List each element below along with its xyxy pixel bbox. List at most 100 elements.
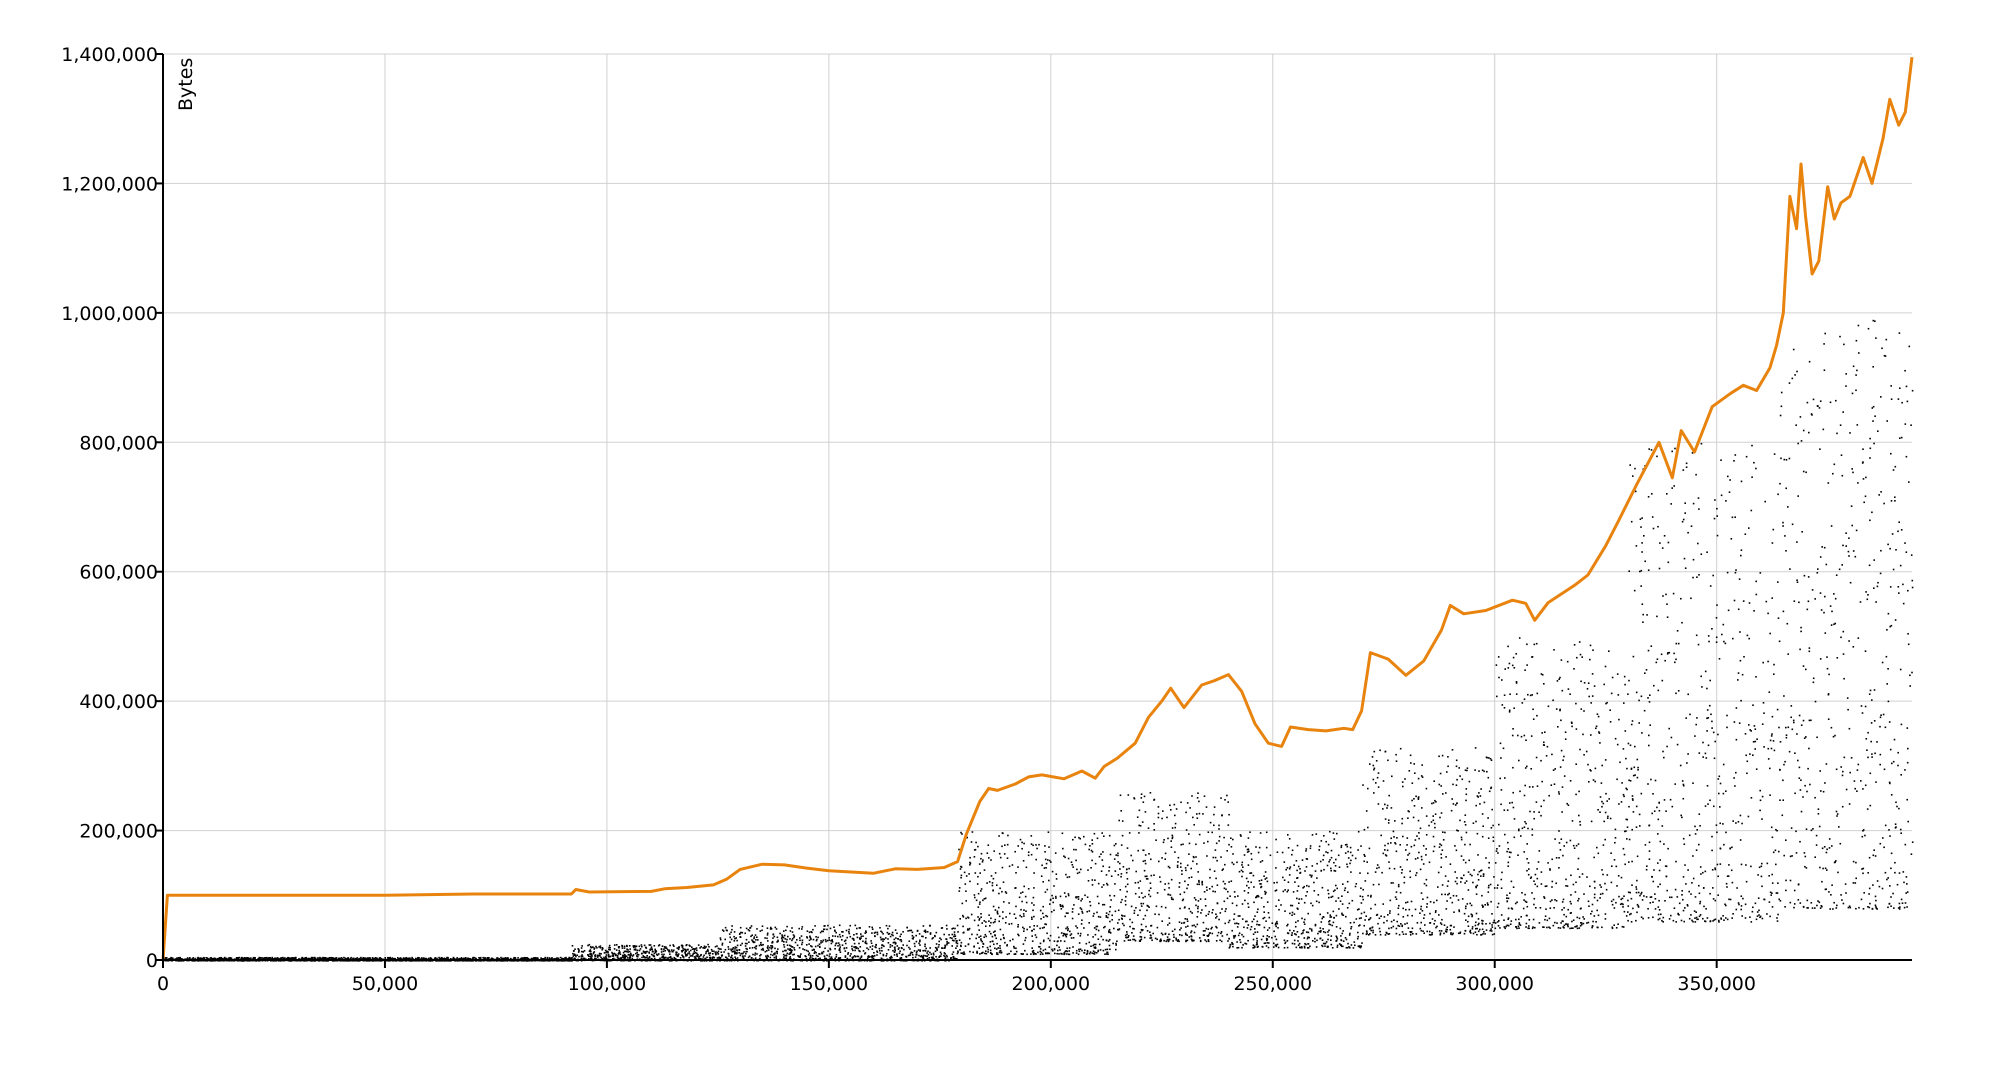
scatter-point xyxy=(891,931,894,934)
scatter-point xyxy=(1247,864,1250,866)
scatter-point xyxy=(708,954,711,956)
scatter-point xyxy=(551,957,553,959)
scatter-point xyxy=(1051,870,1054,873)
scatter-point xyxy=(1241,861,1244,864)
scatter-point xyxy=(1044,858,1047,861)
scatter-point xyxy=(811,949,814,951)
scatter-point xyxy=(1184,918,1187,920)
scatter-point xyxy=(1185,869,1187,872)
scatter-point xyxy=(1120,875,1122,878)
scatter-point xyxy=(1349,851,1352,854)
scatter-point xyxy=(980,852,983,855)
scatter-point xyxy=(935,948,938,950)
scatter-point xyxy=(605,956,607,958)
scatter-point xyxy=(651,948,653,951)
scatter-point xyxy=(914,956,917,958)
scatter-point xyxy=(1256,911,1259,913)
scatter-point xyxy=(1196,817,1199,819)
scatter-point xyxy=(1303,923,1306,925)
scatter-point xyxy=(1330,856,1333,859)
scatter-point xyxy=(1033,925,1035,927)
scatter-point xyxy=(1474,924,1477,927)
scatter-point xyxy=(909,948,911,950)
scatter-point xyxy=(727,952,730,955)
scatter-point xyxy=(1218,835,1221,838)
scatter-point xyxy=(1049,899,1052,901)
scatter-point xyxy=(1287,847,1290,849)
scatter-point xyxy=(1207,928,1210,930)
scatter-point xyxy=(1186,920,1189,922)
scatter-point xyxy=(1241,903,1244,905)
scatter-point xyxy=(954,935,957,937)
scatter-point xyxy=(824,938,827,941)
scatter-point xyxy=(606,950,608,953)
scatter-point xyxy=(821,951,823,954)
scatter-point xyxy=(636,955,639,958)
scatter-point xyxy=(672,950,674,953)
scatter-point xyxy=(829,948,832,951)
scatter-point xyxy=(732,947,735,949)
scatter-point xyxy=(624,956,626,958)
scatter-point xyxy=(1263,906,1265,908)
scatter-point xyxy=(748,929,751,932)
scatter-point xyxy=(1171,836,1174,838)
scatter-point xyxy=(1336,887,1338,890)
scatter-point xyxy=(776,941,778,943)
scatter-point xyxy=(1086,896,1089,898)
scatter-point xyxy=(1342,930,1344,932)
scatter-point xyxy=(1198,879,1200,882)
scatter-point xyxy=(1080,868,1082,871)
scatter-point xyxy=(886,931,889,934)
scatter-point xyxy=(791,931,794,933)
scatter-point xyxy=(1306,891,1308,893)
scatter-point xyxy=(328,957,331,959)
scatter-point xyxy=(1274,944,1277,947)
scatter-point xyxy=(608,946,610,949)
scatter-point xyxy=(817,936,819,939)
scatter-point xyxy=(1148,889,1151,892)
scatter-point xyxy=(1061,905,1064,907)
scatter-point xyxy=(943,952,946,954)
scatter-point xyxy=(1045,923,1047,926)
scatter-point xyxy=(1149,887,1152,889)
scatter-point xyxy=(1109,853,1112,856)
scatter-point xyxy=(588,950,591,952)
scatter-point xyxy=(1321,917,1323,920)
scatter-point xyxy=(1186,939,1189,942)
scatter-point xyxy=(1176,940,1179,942)
scatter-point xyxy=(986,882,988,884)
scatter-point xyxy=(837,935,839,938)
scatter-point xyxy=(1230,846,1233,848)
scatter-point xyxy=(838,924,841,927)
scatter-point xyxy=(1023,909,1025,911)
scatter-point xyxy=(484,957,486,960)
scatter-point xyxy=(1260,879,1263,881)
scatter-point xyxy=(1338,908,1340,910)
scatter-point xyxy=(1247,848,1250,850)
scatter-point xyxy=(1268,927,1271,929)
scatter-point xyxy=(590,953,592,955)
scatter-point xyxy=(745,950,747,953)
scatter-point xyxy=(755,947,757,950)
scatter-point xyxy=(1465,793,1468,796)
scatter-point xyxy=(789,944,791,947)
scatter-point xyxy=(1212,890,1214,893)
scatter-point xyxy=(1108,931,1110,934)
scatter-point xyxy=(1067,893,1070,895)
scatter-point xyxy=(1173,803,1176,806)
scatter-point xyxy=(1139,825,1142,827)
scatter-point xyxy=(1159,876,1161,878)
scatter-point xyxy=(605,954,608,956)
scatter-point xyxy=(957,931,959,933)
scatter-point xyxy=(1025,866,1028,869)
scatter-point xyxy=(1227,940,1229,942)
scatter-point xyxy=(1078,871,1081,874)
scatter-point xyxy=(1183,907,1186,909)
scatter-point xyxy=(1320,921,1323,923)
scatter-point xyxy=(603,956,605,959)
scatter-point xyxy=(1027,851,1030,853)
scatter-point xyxy=(587,954,589,956)
scatter-point xyxy=(847,952,850,954)
scatter-point xyxy=(1195,899,1197,901)
scatter-point xyxy=(680,950,683,952)
